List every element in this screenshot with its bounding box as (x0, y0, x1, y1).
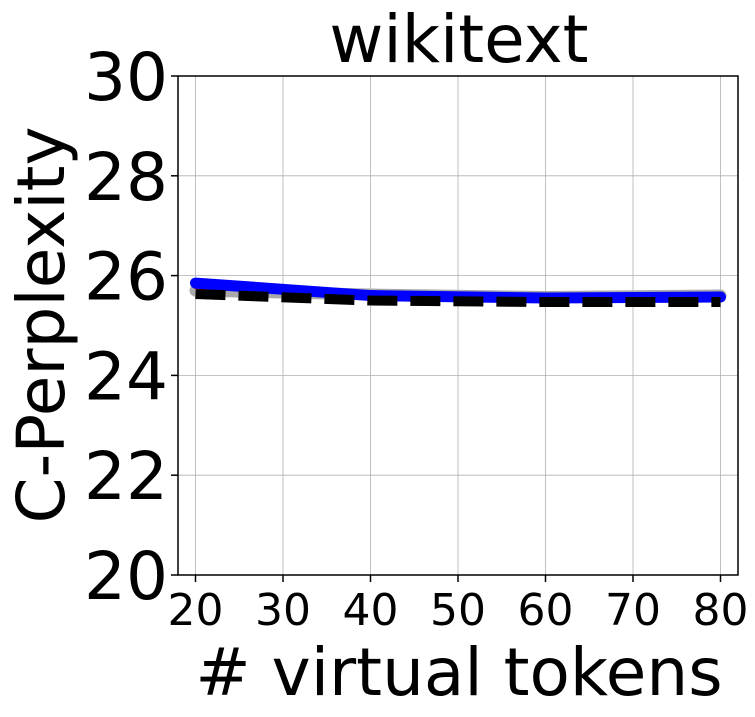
y-tick-label: 24 (84, 338, 168, 415)
y-tick-label: 30 (84, 39, 168, 116)
x-tick-label: 40 (343, 585, 399, 636)
chart-title: wikitext (329, 1, 588, 78)
y-axis-label: C-Perplexity (3, 126, 80, 523)
y-tick-label: 26 (84, 239, 168, 316)
x-tick-label: 50 (430, 585, 486, 636)
x-tick-label: 30 (255, 585, 311, 636)
x-axis-label: # virtual tokens (195, 634, 722, 711)
x-tick-label: 80 (693, 585, 749, 636)
x-tick-label: 20 (168, 585, 224, 636)
x-tick-label: 70 (605, 585, 661, 636)
y-tick-label: 22 (84, 438, 168, 515)
y-tick-label: 28 (84, 139, 168, 216)
x-tick-label: 60 (518, 585, 574, 636)
series-layer (189, 277, 727, 308)
series-line-4 (195, 289, 721, 308)
tick-layer: 20 30 40 50 60 70 80 20 22 24 26 28 30 (84, 39, 748, 636)
y-tick-label: 20 (84, 538, 168, 615)
